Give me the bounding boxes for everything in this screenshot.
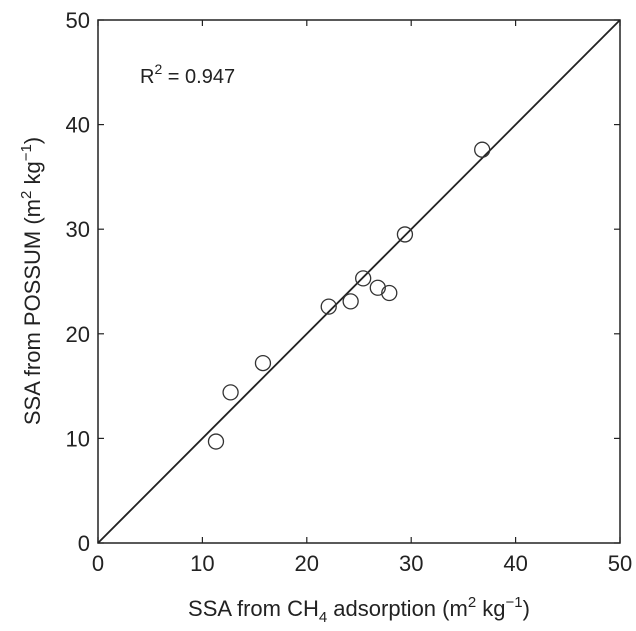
- x-tick-label: 0: [92, 551, 104, 576]
- y-tick-label: 10: [66, 426, 90, 451]
- data-point-4: [342, 293, 359, 310]
- x-tick-label: 30: [399, 551, 423, 576]
- data-point-8: [396, 226, 414, 243]
- data-point-1: [222, 384, 239, 401]
- data-point-0: [207, 433, 225, 450]
- data-point-5: [355, 270, 372, 287]
- one-to-one-line: [97, 19, 621, 544]
- x-axis-label: SSA from CH4 adsorption (m2 kg−1): [188, 594, 530, 626]
- data-point-7: [381, 284, 398, 302]
- y-tick-label: 20: [66, 322, 90, 347]
- data-point-9: [474, 141, 491, 158]
- x-tick-label: 20: [295, 551, 319, 576]
- r-squared-annotation: R2 = 0.947: [140, 61, 235, 88]
- x-tick-label: 10: [190, 551, 214, 576]
- x-tick-label: 50: [608, 551, 632, 576]
- y-tick-label: 0: [78, 531, 90, 556]
- tick-labels: 0 10 20 30 40 50 0 10 20 30 40 50: [66, 8, 633, 576]
- data-points: [207, 141, 491, 450]
- y-tick-label: 50: [66, 8, 90, 33]
- y-axis-label: SSA from POSSUM (m2 kg−1): [18, 137, 45, 425]
- data-point-2: [254, 354, 272, 372]
- y-tick-label: 30: [66, 217, 90, 242]
- y-tick-label: 40: [66, 113, 90, 138]
- data-point-3: [320, 298, 337, 315]
- axis-ticks: [97, 19, 621, 544]
- x-tick-label: 40: [503, 551, 527, 576]
- data-point-6: [369, 279, 386, 296]
